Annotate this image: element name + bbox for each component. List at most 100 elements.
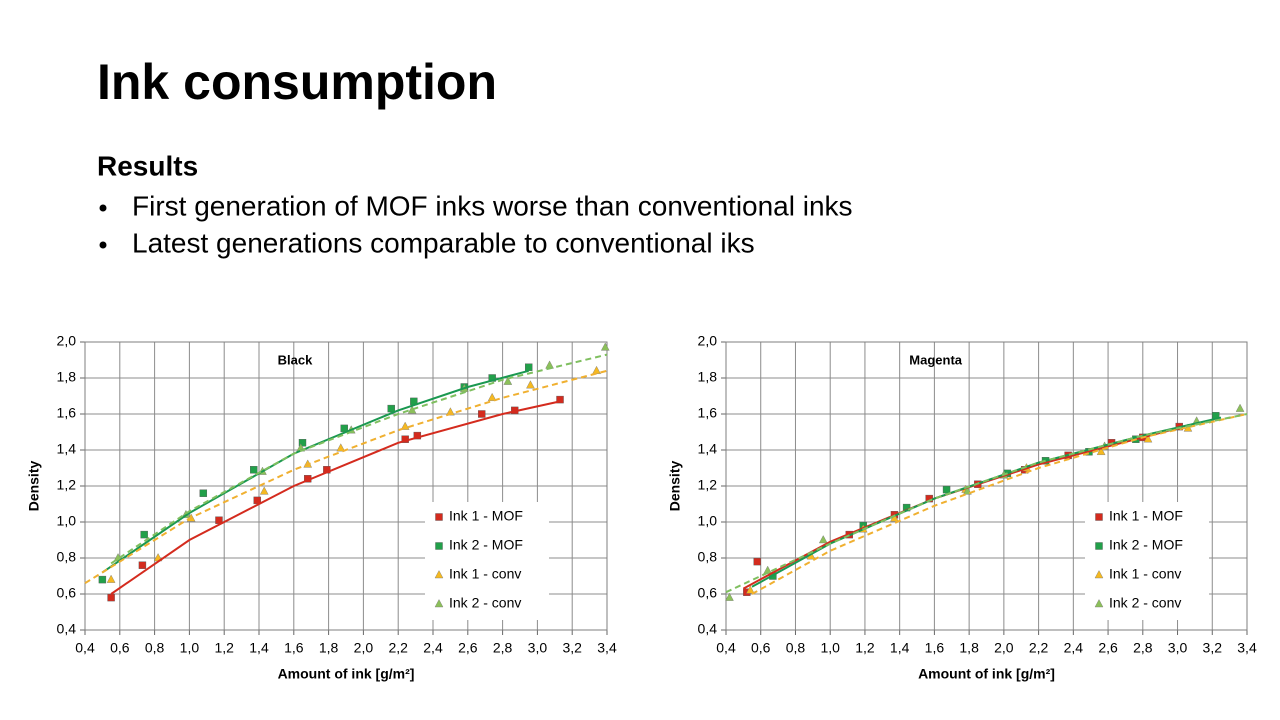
data-point — [387, 404, 395, 413]
trend-line — [725, 413, 1248, 594]
trend-line — [110, 353, 608, 565]
data-point — [525, 363, 533, 371]
data-point — [745, 585, 755, 594]
x-tick-label: 1,4 — [890, 640, 910, 656]
x-tick-label: 2,0 — [994, 640, 1014, 656]
x-tick-label: 1,0 — [180, 640, 200, 656]
data-point — [478, 410, 486, 418]
x-axis-title: Amount of ink [g/m²] — [918, 666, 1055, 682]
legend-label: Ink 2 - conv — [1109, 595, 1181, 611]
bullet-text: Latest generations comparable to convent… — [132, 227, 755, 258]
chart-title: Magenta — [909, 352, 963, 367]
y-tick-label: 1,8 — [698, 369, 718, 385]
x-tick-label: 2,2 — [1029, 640, 1049, 656]
y-tick-label: 1,6 — [57, 405, 77, 421]
y-tick-label: 1,8 — [57, 369, 77, 385]
x-tick-label: 2,6 — [1098, 640, 1118, 656]
x-tick-label: 0,8 — [786, 640, 806, 656]
legend-marker — [435, 513, 443, 521]
legend-label: Ink 2 - MOF — [1109, 537, 1183, 553]
data-point — [503, 376, 513, 385]
y-tick-label: 1,2 — [57, 477, 77, 493]
x-tick-label: 2,4 — [423, 640, 443, 656]
data-point — [818, 535, 828, 544]
y-tick-label: 2,0 — [57, 333, 77, 349]
y-tick-label: 0,8 — [57, 549, 77, 565]
bullet-dot — [99, 204, 107, 212]
data-point — [199, 489, 208, 497]
trend-line — [110, 400, 561, 595]
data-point — [106, 574, 116, 583]
x-tick-label: 0,4 — [716, 640, 736, 656]
data-point — [446, 407, 455, 416]
trend-line — [101, 369, 529, 574]
x-tick-label: 3,0 — [528, 640, 548, 656]
data-point — [107, 593, 115, 602]
x-tick-label: 1,2 — [855, 640, 875, 656]
x-tick-label: 2,6 — [458, 640, 478, 656]
data-point — [556, 395, 564, 404]
x-tick-label: 2,4 — [1064, 640, 1084, 656]
legend-marker — [1094, 570, 1104, 579]
plot-border — [725, 341, 1248, 631]
data-point — [1235, 403, 1245, 412]
y-tick-label: 1,6 — [698, 405, 718, 421]
y-tick-label: 0,6 — [57, 585, 77, 601]
y-tick-label: 2,0 — [698, 333, 718, 349]
y-tick-label: 0,6 — [698, 585, 718, 601]
legend-label: Ink 1 - MOF — [449, 508, 523, 524]
legend-marker — [434, 599, 444, 608]
x-tick-label: 2,0 — [354, 640, 374, 656]
x-tick-label: 1,8 — [959, 640, 979, 656]
y-tick-label: 1,4 — [57, 441, 77, 457]
legend-marker — [434, 570, 444, 579]
x-tick-label: 2,8 — [1133, 640, 1153, 656]
data-point — [1096, 446, 1106, 455]
x-tick-label: 3,0 — [1168, 640, 1188, 656]
x-tick-label: 0,6 — [110, 640, 130, 656]
x-tick-label: 1,6 — [925, 640, 945, 656]
x-tick-label: 3,4 — [1237, 640, 1257, 656]
y-tick-label: 0,4 — [57, 621, 77, 637]
x-tick-label: 1,6 — [284, 640, 304, 656]
data-point — [942, 485, 951, 494]
x-tick-label: 1,8 — [319, 640, 339, 656]
legend-label: Ink 1 - conv — [1109, 566, 1181, 582]
x-tick-label: 0,4 — [75, 640, 95, 656]
x-tick-label: 3,2 — [1203, 640, 1223, 656]
data-point — [298, 439, 307, 447]
data-point — [753, 557, 761, 566]
section-heading: Results — [97, 150, 198, 181]
legend-marker — [1095, 542, 1103, 550]
plot-border — [84, 341, 608, 631]
bullet-dot — [99, 241, 107, 249]
x-tick-label: 3,4 — [597, 640, 617, 656]
legend-box — [1085, 502, 1209, 620]
trend-line — [751, 413, 1248, 595]
x-tick-label: 2,8 — [493, 640, 513, 656]
x-tick-label: 1,0 — [820, 640, 840, 656]
data-point — [98, 575, 107, 584]
data-point — [487, 392, 497, 401]
trend-line — [84, 369, 608, 585]
data-point — [140, 530, 148, 539]
x-tick-label: 1,2 — [214, 640, 234, 656]
slide-title: Ink consumption — [97, 54, 497, 110]
y-axis-title: Density — [667, 461, 683, 512]
x-tick-label: 2,2 — [388, 640, 408, 656]
x-axis-title: Amount of ink [g/m²] — [278, 666, 415, 682]
y-axis-title: Density — [26, 461, 42, 512]
y-tick-label: 0,8 — [698, 549, 718, 565]
legend-label: Ink 1 - conv — [449, 566, 521, 582]
data-point — [526, 380, 535, 389]
bullet-text: First generation of MOF inks worse than … — [132, 190, 853, 221]
y-tick-label: 0,4 — [698, 621, 718, 637]
data-point — [259, 486, 269, 495]
data-point — [138, 561, 147, 569]
data-point — [725, 592, 734, 601]
data-point — [1143, 434, 1153, 443]
chart-title: Black — [278, 352, 313, 367]
legend-label: Ink 2 - conv — [449, 595, 521, 611]
y-tick-label: 1,0 — [698, 513, 718, 529]
